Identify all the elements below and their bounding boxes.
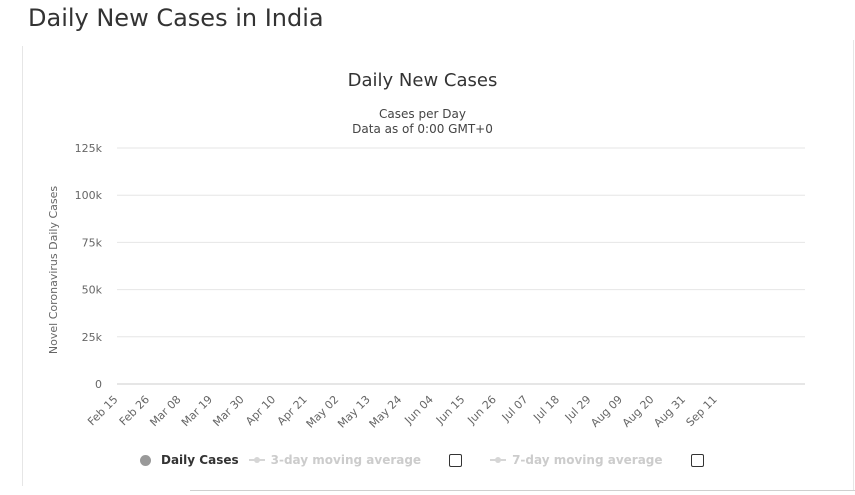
x-tick-label: Aug 31	[651, 393, 688, 430]
x-tick-label: May 13	[335, 393, 373, 431]
y-axis-title: Novel Coronavirus Daily Cases	[47, 186, 60, 354]
x-tick-label: Mar 30	[210, 393, 246, 429]
line-marker-icon	[490, 457, 507, 463]
x-tick-label: Jun 15	[433, 393, 467, 427]
page-title: Daily New Cases in India	[28, 4, 324, 32]
circle-marker-icon	[140, 454, 151, 466]
legend-item-7-day-average[interactable]: 7-day moving average	[490, 453, 663, 467]
y-tick-label: 50k	[82, 284, 103, 297]
x-tick-label: Jul 07	[499, 393, 531, 425]
y-tick-label: 25k	[82, 331, 103, 344]
bottom-divider	[190, 490, 855, 491]
y-tick-label: 75k	[82, 236, 103, 249]
legend-item-daily-cases[interactable]: Daily Cases	[140, 453, 239, 467]
x-tick-label: Aug 09	[588, 393, 625, 430]
x-tick-label: Mar 08	[147, 393, 183, 429]
x-tick-label: Mar 19	[179, 393, 215, 429]
y-tick-label: 0	[95, 378, 102, 391]
legend-label-daily-cases: Daily Cases	[161, 453, 239, 467]
x-tick-label: Feb 15	[85, 393, 120, 428]
x-tick-label: May 24	[367, 393, 405, 431]
x-tick-label: Jun 26	[464, 393, 498, 427]
checkbox-3-day-average[interactable]	[449, 453, 463, 467]
x-tick-label: Sep 11	[683, 393, 719, 429]
x-tick-label: Jun 04	[401, 393, 435, 427]
legend-label-7-day-average: 7-day moving average	[512, 453, 663, 467]
chart-subtitle-line-1: Cases per Day	[379, 107, 466, 121]
legend-item-3-day-average[interactable]: 3-day moving average	[248, 453, 422, 467]
y-tick-label: 125k	[75, 142, 103, 155]
x-tick-label: Apr 10	[243, 393, 278, 428]
chart-title: Daily New Cases	[347, 70, 498, 91]
x-tick-label: Aug 20	[620, 393, 657, 430]
chart-plot: 0 25k 50k 75k 100k 125k Novel Coronavirus Dail…	[47, 142, 805, 431]
legend-label-3-day-average: 3-day moving average	[270, 453, 422, 467]
x-tick-label: May 02	[304, 393, 342, 431]
right-divider	[853, 40, 854, 490]
chart-legend: Daily Cases 3-day moving average 7-day m…	[140, 451, 732, 469]
x-tick-label: Feb 26	[117, 393, 152, 428]
checkbox-7-day-average[interactable]	[690, 453, 704, 467]
line-marker-icon	[248, 457, 265, 463]
y-tick-label: 100k	[75, 189, 103, 202]
chart-subtitle-line-2: Data as of 0:00 GMT+0	[352, 122, 493, 136]
left-divider	[22, 46, 23, 486]
x-tick-label: Jul 18	[530, 393, 562, 425]
